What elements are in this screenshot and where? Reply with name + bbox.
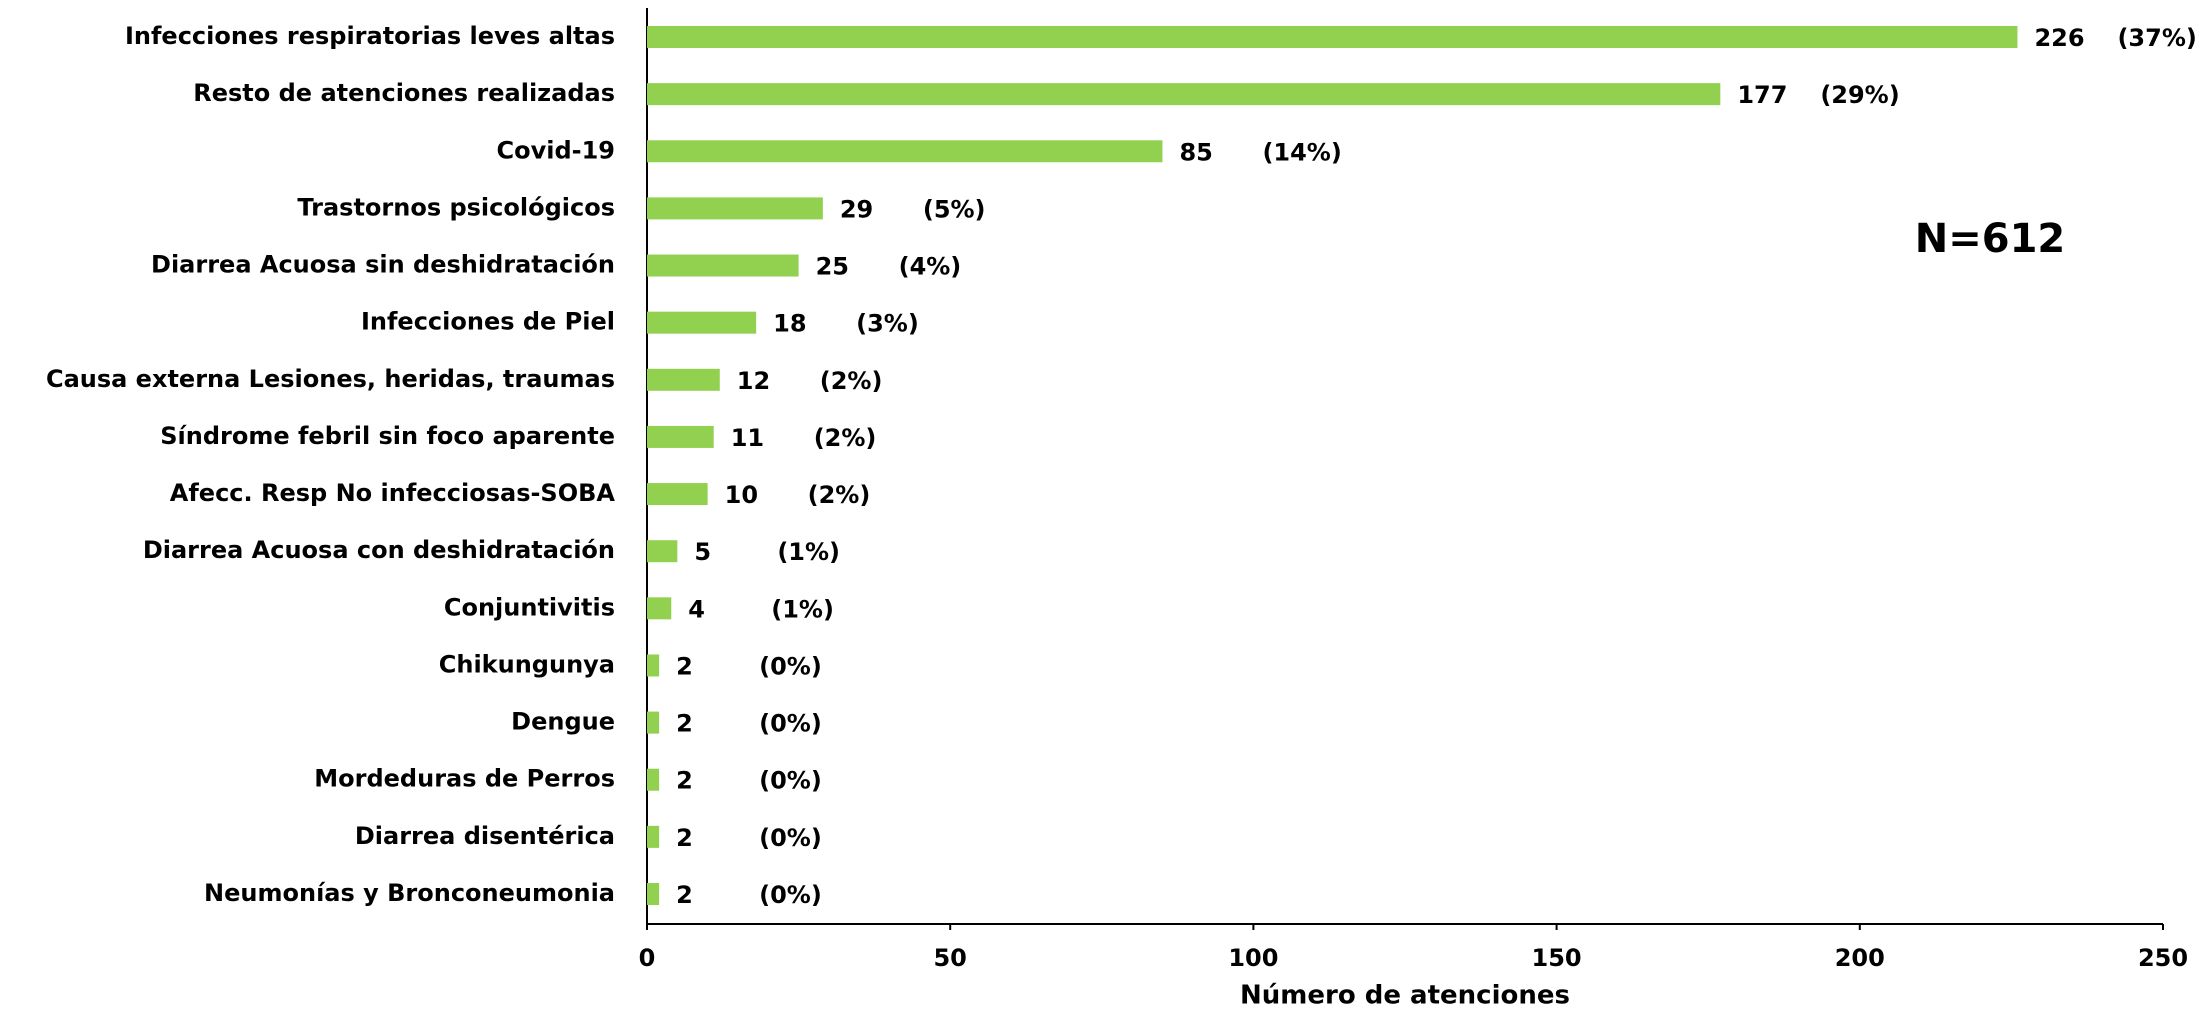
percent-label: (0%): [759, 710, 822, 738]
percent-label: (1%): [771, 595, 834, 623]
value-label: 2: [676, 710, 693, 738]
value-label: 11: [731, 424, 764, 452]
percent-label: (0%): [759, 767, 822, 795]
bar: [647, 825, 660, 848]
bar: [647, 483, 708, 506]
percent-label: (0%): [759, 824, 822, 852]
bar: [647, 425, 714, 448]
bar: [647, 711, 660, 734]
value-label: 2: [676, 881, 693, 909]
value-label: 4: [688, 595, 705, 623]
bar: [647, 311, 757, 334]
y-tick-label: Afecc. Resp No infecciosas-SOBA: [170, 479, 616, 507]
percent-label: (5%): [923, 195, 986, 223]
y-tick-label: Mordeduras de Perros: [314, 765, 615, 793]
percent-label: (2%): [814, 424, 877, 452]
percent-label: (37%): [2117, 24, 2196, 52]
y-tick-label: Chikungunya: [439, 650, 615, 678]
bar: [647, 83, 1721, 106]
value-label: 226: [2034, 24, 2084, 52]
value-label: 29: [840, 195, 873, 223]
y-tick-label: Causa externa Lesiones, heridas, traumas: [46, 365, 615, 393]
percent-label: (0%): [759, 881, 822, 909]
y-tick-label: Diarrea disentérica: [355, 822, 615, 850]
bar: [647, 368, 720, 391]
bar: [647, 654, 660, 677]
value-label: 10: [725, 481, 758, 509]
value-label: 2: [676, 824, 693, 852]
value-label: 177: [1737, 81, 1787, 109]
bar: [647, 768, 660, 791]
y-tick-label: Neumonías y Bronconeumonia: [204, 879, 615, 907]
percent-label: (14%): [1262, 138, 1341, 166]
y-tick-label: Covid-19: [496, 136, 615, 164]
bar: [647, 140, 1163, 163]
percent-label: (4%): [899, 253, 962, 281]
bar: [647, 883, 660, 905]
y-tick-label: Infecciones de Piel: [361, 308, 615, 336]
value-label: 5: [694, 538, 711, 566]
y-tick-label: Trastornos psicológicos: [297, 193, 615, 221]
percent-label: (29%): [1820, 81, 1899, 109]
percent-label: (3%): [856, 310, 919, 338]
y-tick-label: Diarrea Acuosa con deshidratación: [143, 536, 615, 564]
bar: [647, 254, 799, 277]
percent-label: (2%): [820, 367, 883, 395]
value-label: 85: [1179, 138, 1212, 166]
bar: [647, 26, 2018, 48]
y-tick-label: Diarrea Acuosa sin deshidratación: [151, 251, 615, 279]
y-tick-label: Resto de atenciones realizadas: [193, 79, 615, 107]
percent-label: (2%): [808, 481, 871, 509]
y-tick-label: Conjuntivitis: [444, 593, 615, 621]
percent-label: (1%): [777, 538, 840, 566]
x-tick-label: 200: [1835, 944, 1885, 972]
value-label: 2: [676, 767, 693, 795]
value-label: 18: [773, 310, 806, 338]
value-label: 2: [676, 652, 693, 680]
y-tick-label: Dengue: [511, 708, 615, 736]
x-axis-title: Número de atenciones: [1240, 981, 1570, 1010]
x-tick-label: 150: [1532, 944, 1582, 972]
bar: [647, 540, 678, 563]
y-tick-label: Infecciones respiratorias leves altas: [125, 22, 615, 50]
bar: [647, 597, 672, 620]
x-tick-label: 0: [639, 944, 656, 972]
bar: [647, 197, 823, 220]
y-tick-label: Síndrome febril sin foco aparente: [160, 422, 615, 450]
percent-label: (0%): [759, 652, 822, 680]
x-tick-label: 250: [2138, 944, 2188, 972]
value-label: 12: [737, 367, 770, 395]
value-label: 25: [816, 253, 849, 281]
x-tick-label: 50: [933, 944, 966, 972]
annotation: N=612: [1915, 216, 2066, 262]
x-tick-label: 100: [1228, 944, 1278, 972]
